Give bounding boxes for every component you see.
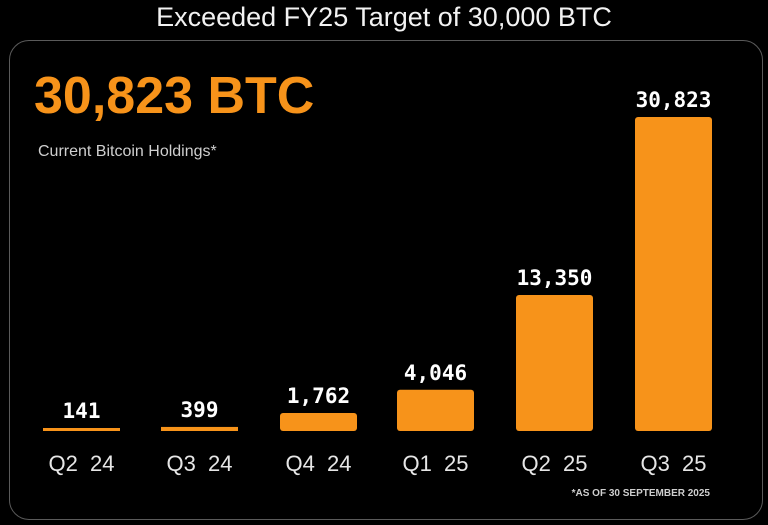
holdings-subtitle: Current Bitcoin Holdings*	[38, 143, 217, 160]
bar-3	[397, 389, 474, 431]
bar-2	[280, 413, 357, 431]
bar-5	[635, 117, 712, 431]
category-label: Q2 25	[521, 451, 587, 476]
bar-0	[43, 428, 120, 431]
category-label: Q4 24	[285, 451, 351, 476]
bar-4	[516, 295, 593, 431]
category-label: Q1 25	[402, 451, 468, 476]
category-label: Q2 24	[48, 451, 114, 476]
data-label: 30,823	[636, 88, 712, 112]
data-label: 13,350	[517, 266, 593, 290]
chart-card	[9, 40, 763, 520]
headline-holdings: 30,823 BTC	[34, 67, 315, 125]
footnote: *AS OF 30 SEPTEMBER 2025	[571, 488, 710, 499]
data-label: 1,762	[287, 384, 350, 408]
category-label: Q3 25	[640, 451, 706, 476]
category-label: Q3 24	[166, 451, 232, 476]
data-label: 399	[181, 398, 219, 422]
data-label: 141	[63, 399, 101, 423]
bar-1	[161, 426, 238, 431]
data-label: 4,046	[404, 361, 467, 385]
chart-title: Exceeded FY25 Target of 30,000 BTC	[156, 2, 612, 32]
